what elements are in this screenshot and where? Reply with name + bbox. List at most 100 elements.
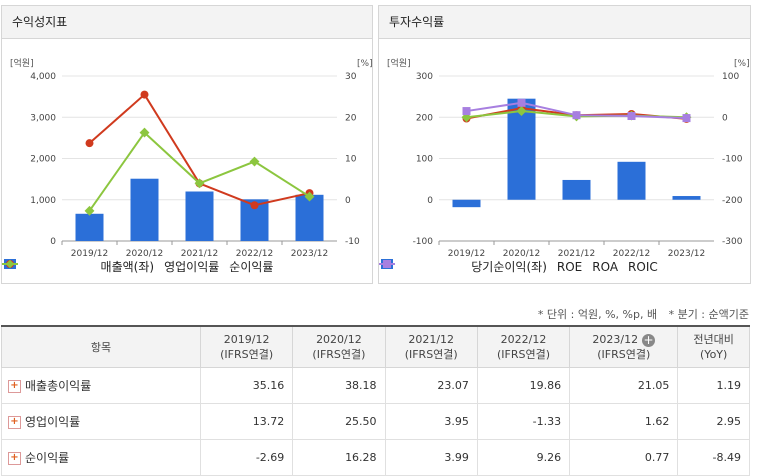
yoy-cell: 2.95 [677,403,750,440]
right-unit-label: [%] [357,59,372,69]
value-cell: 38.18 [292,367,386,404]
basis-note: * 분기 : 순액기준 [668,308,749,321]
value-cell: 25.50 [292,403,386,440]
series-point [250,201,259,210]
value-cell: 16.28 [292,439,386,476]
value-cell: -1.33 [476,403,571,440]
series-point [84,205,95,216]
value-cell: -2.69 [199,439,294,476]
table-notes: * 단위 : 억원, %, %p, 배 * 분기 : 순액기준 [530,306,749,322]
header-yoy: 전년대비 (YoY) [677,325,750,368]
series-point [627,112,636,121]
panel-title: 투자수익률 [379,6,750,39]
y-left-tick: 300 [416,72,433,82]
x-tick-label: 2020/12 [503,249,540,259]
x-tick-label: 2021/12 [181,249,218,259]
row-label: 순이익률 [25,451,70,465]
bar [672,196,701,200]
expand-icon[interactable]: + [8,452,21,465]
investment-return-panel: 투자수익률 [억원] [%] 300 100 200 0 100 -100 0 -200 -100 -… [378,5,751,284]
bar [452,199,481,208]
bar [562,179,591,200]
header-period: 2021/12 [408,333,455,346]
series-point [139,127,150,138]
value-cell: 3.95 [384,403,478,440]
legend-label: ROE [556,259,583,274]
y-left-tick: 4,000 [30,72,56,82]
profitability-table: 항목 2019/12 (IFRS연결) 2020/12 (IFRS연결) 2021/… [1,325,750,476]
y-left-tick: 0 [50,237,56,247]
add-column-icon[interactable]: + [642,332,656,347]
value-cell: 19.86 [476,367,571,404]
x-tick-label: 2023/12 [291,249,328,259]
yoy-cell: 1.19 [677,367,750,404]
legend-item[interactable]: ROA [379,259,619,274]
y-right-tick: -200 [722,196,743,206]
series-point [516,106,527,117]
series-point [304,191,315,202]
legend-label: 매출액(좌) [100,260,155,274]
x-tick-label: 2019/12 [71,249,108,259]
y-right-tick: 10 [345,155,357,165]
series-point [462,107,471,116]
y-left-tick: -100 [413,237,434,247]
y-right-tick: 0 [722,113,728,123]
y-left-tick: 1,000 [30,196,56,206]
expand-icon[interactable]: + [8,380,21,393]
chart-legend: 당기순이익(좌) ROE ROA ROIC [379,258,750,275]
bar [295,194,324,241]
yoy-cell: -8.49 [677,439,750,476]
expand-icon[interactable]: + [8,416,21,429]
y-right-tick: 30 [345,72,357,82]
y-left-tick: 100 [416,155,433,165]
header-period: 2023/12 [592,333,639,346]
value-cell: 21.05 [569,367,679,404]
y-right-tick: -100 [722,155,743,165]
header-col: 2019/12 (IFRS연결) [199,325,294,368]
left-unit-label: [억원] [10,57,34,69]
header-col: 2022/12 (IFRS연결) [476,325,571,368]
series-point [194,178,205,189]
row-label: 매출총이익률 [25,379,92,393]
series-point [682,114,691,123]
header-col: 2021/12 (IFRS연결) [384,325,478,368]
table-row: + 순이익률 -2.69 16.28 3.99 9.26 0.77 -8.49 [1,439,750,476]
square-line-icon [379,260,395,268]
legend-item[interactable]: 당기순이익(좌) [381,258,547,275]
row-label: 영업이익률 [25,415,81,429]
series-point [572,111,581,120]
table-row: + 매출총이익률 35.16 38.18 23.07 19.86 21.05 1.19 [1,367,750,404]
header-col: 2023/12 + (IFRS연결) [569,325,679,368]
value-cell: 3.99 [384,439,478,476]
value-cell: 13.72 [199,403,294,440]
x-tick-label: 2020/12 [126,249,163,259]
x-tick-label: 2019/12 [448,249,485,259]
left-unit-label: [억원] [387,57,411,69]
header-col: 2020/12 (IFRS연결) [292,325,386,368]
diamond-line-icon [2,259,18,269]
legend-label: ROA [592,259,619,274]
value-cell: 0.77 [569,439,679,476]
legend-item[interactable]: 매출액(좌) [4,258,155,275]
right-unit-label: [%] [734,59,750,69]
header-basis: (IFRS연결) [404,348,458,361]
series-line [88,93,310,207]
investment-return-chart: [억원] [%] 300 100 200 0 100 -100 0 -200 -100 -300 201… [387,57,750,259]
y-right-tick: 100 [722,72,739,82]
legend-item[interactable]: 영업이익률 [2,258,220,275]
legend-item[interactable]: ROIC [379,260,658,274]
y-right-tick: -300 [722,237,743,247]
legend-item[interactable]: ROE [379,259,583,274]
header-basis: (IFRS연결) [312,348,366,361]
header-period: 2019/12 [223,333,270,346]
x-tick-label: 2022/12 [236,249,273,259]
table-header-row: 항목 2019/12 (IFRS연결) 2020/12 (IFRS연결) 2021/… [1,325,750,368]
y-left-tick: 2,000 [30,155,56,165]
header-basis: (IFRS연결) [597,348,651,361]
series-point [517,98,526,107]
y-left-tick: 200 [416,113,433,123]
legend-label: 영업이익률 [164,260,220,274]
header-basis: (IFRS연결) [496,348,550,361]
legend-item[interactable]: 순이익률 [2,258,273,275]
bar [75,213,104,241]
